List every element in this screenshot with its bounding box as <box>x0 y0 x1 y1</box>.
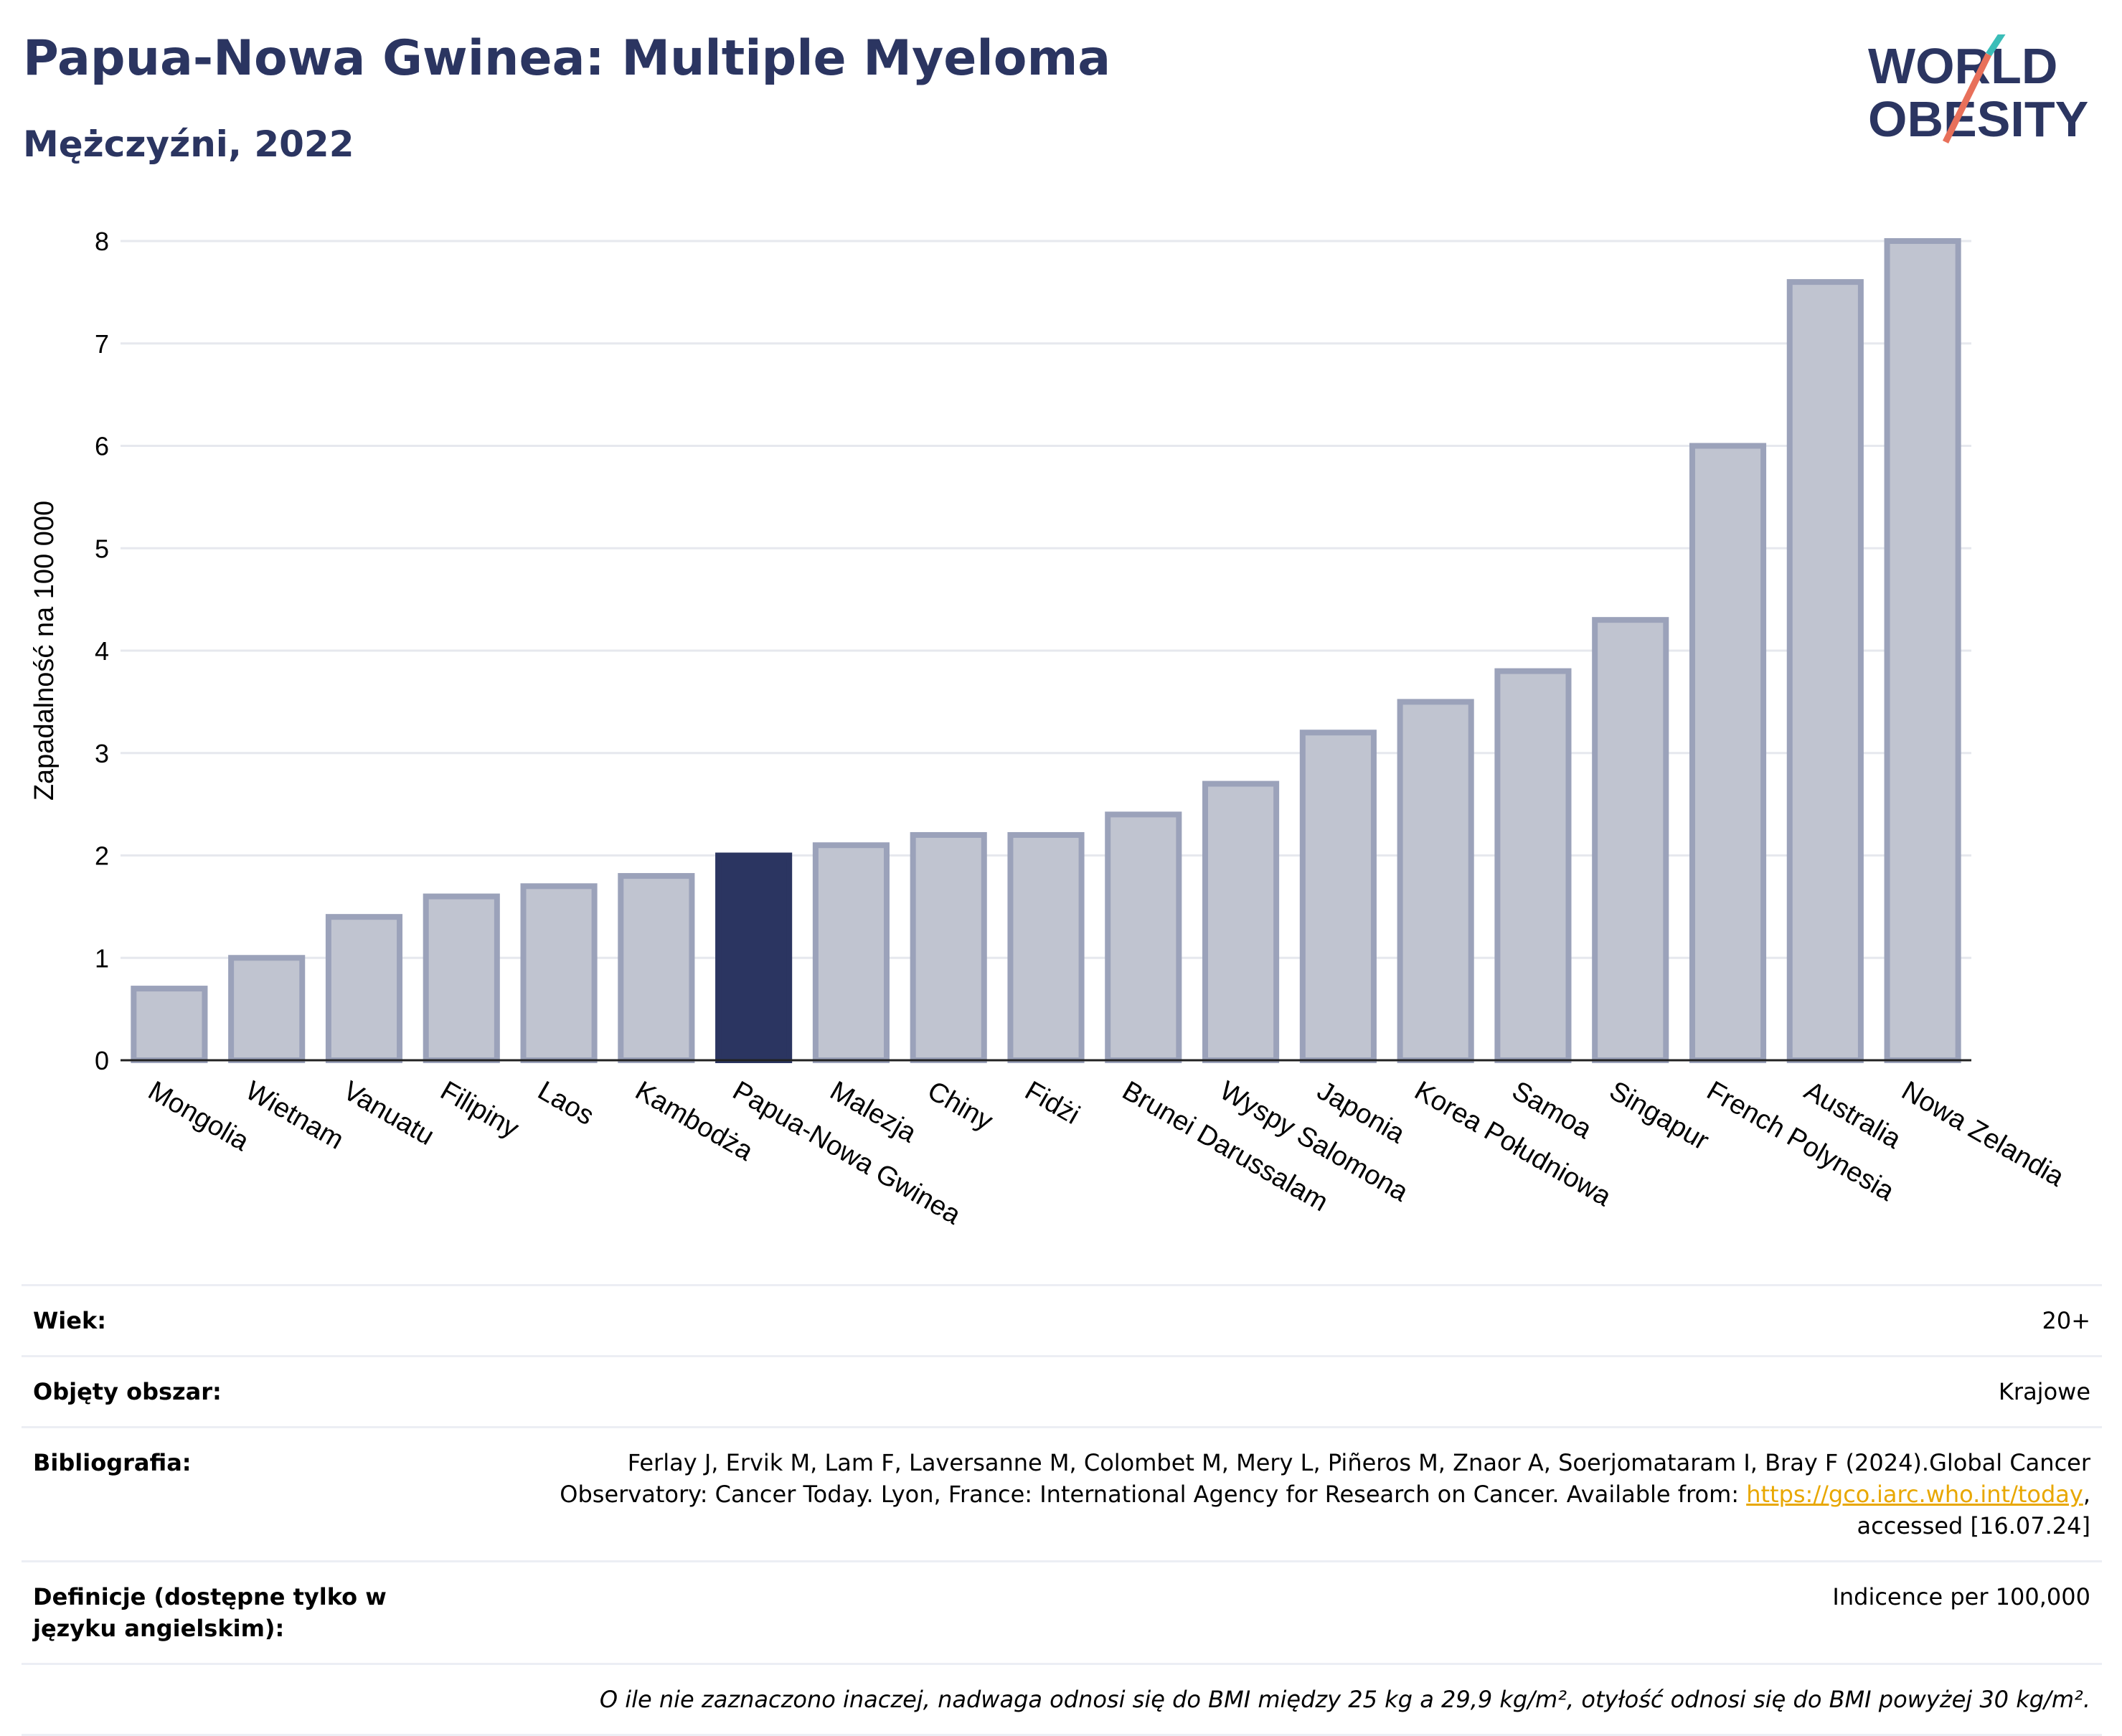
page-title: Papua-Nowa Gwinea: Multiple Myeloma <box>23 30 1111 87</box>
y-tick-label: 8 <box>95 227 109 256</box>
x-tick-label: Fidżi <box>1020 1075 1085 1130</box>
y-tick-label: 6 <box>95 432 109 461</box>
bar-french-polynesia[interactable] <box>1689 443 1767 1063</box>
bar-vanuatu[interactable] <box>325 914 403 1064</box>
bibliography-label: Bibliografia: <box>33 1449 192 1476</box>
logo-slash-coral <box>1942 53 1992 143</box>
bar-korea-południowa[interactable] <box>1397 699 1474 1063</box>
bar-nowa-zelandia[interactable] <box>1884 238 1961 1063</box>
world-obesity-logo: WORLD OBESITY <box>1868 34 2088 147</box>
definitions-value: Indicence per 100,000 <box>1832 1583 2090 1610</box>
x-tick-label: Nowa Zelandia <box>1897 1075 2070 1193</box>
info-row-definitions: Definicje (dostępne tylko w języku angie… <box>22 1562 2102 1665</box>
info-row-bibliography: Bibliografia: Ferlay J, Ervik M, Lam F, … <box>22 1428 2102 1562</box>
bar-wietnam[interactable] <box>228 955 306 1063</box>
bar-samoa[interactable] <box>1494 668 1572 1063</box>
y-tick-label: 2 <box>95 841 109 871</box>
definitions-label: Definicje (dostępne tylko w języku angie… <box>33 1583 387 1642</box>
bar-kambodża[interactable] <box>618 873 695 1064</box>
y-tick-label: 4 <box>95 636 109 666</box>
bar-australia[interactable] <box>1786 279 1864 1064</box>
age-label: Wiek: <box>33 1307 107 1334</box>
x-tick-label: Singapur <box>1604 1075 1714 1156</box>
y-tick-label: 3 <box>95 739 109 768</box>
bar-filipiny[interactable] <box>423 893 500 1063</box>
logo-slash-teal <box>1986 34 2006 57</box>
x-tick-label: Laos <box>533 1075 599 1131</box>
y-tick-label: 5 <box>95 534 109 563</box>
bar-papua-nowa-gwinea[interactable] <box>715 852 793 1063</box>
info-row-age: Wiek: 20+ <box>22 1286 2102 1357</box>
age-value: 20+ <box>2042 1307 2090 1334</box>
bar-mongolia[interactable] <box>131 986 208 1063</box>
bibliography-text-4: accessed [16.07.24] <box>1857 1512 2090 1539</box>
bar-chiny[interactable] <box>910 831 987 1063</box>
y-axis-label: Zapadalność na 100 000 <box>29 501 60 801</box>
y-tick-label: 1 <box>95 943 109 973</box>
bar-wyspy-salomona[interactable] <box>1202 780 1280 1063</box>
y-tick-labels: 0 1 2 3 4 5 6 7 8 <box>95 227 109 1075</box>
info-row-note: O ile nie zaznaczono inaczej, nadwaga od… <box>22 1665 2102 1736</box>
bibliography-value: Ferlay J, Ervik M, Lam F, Laversanne M, … <box>492 1447 2090 1542</box>
bar-singapur[interactable] <box>1592 617 1669 1063</box>
bibliography-text-2: Observatory: Cancer Today. Lyon, France:… <box>560 1481 1747 1508</box>
x-tick-label: Vanuatu <box>338 1075 439 1151</box>
x-tick-label: Wietnam <box>240 1075 349 1155</box>
logo-line1: WORLD <box>1868 38 2057 94</box>
logo-line2: OBESITY <box>1868 91 2088 147</box>
bar-fidżi[interactable] <box>1007 831 1085 1063</box>
info-row-area: Objęty obszar: Krajowe <box>22 1357 2102 1428</box>
area-label: Objęty obszar: <box>33 1378 222 1405</box>
info-table: Wiek: 20+ Objęty obszar: Krajowe Bibliog… <box>22 1284 2102 1736</box>
x-tick-label: Mongolia <box>143 1075 254 1157</box>
area-value: Krajowe <box>1998 1378 2090 1405</box>
bar-laos[interactable] <box>520 883 598 1063</box>
bibliography-text-1: Ferlay J, Ervik M, Lam F, Laversanne M, … <box>627 1449 2090 1476</box>
bibliography-text-3: , <box>2083 1481 2090 1508</box>
x-tick-label: Chiny <box>923 1075 998 1136</box>
bar-brunei-darussalam[interactable] <box>1105 811 1182 1064</box>
bibliography-link[interactable]: https://gco.iarc.who.int/today <box>1746 1481 2083 1508</box>
y-tick-label: 0 <box>95 1046 109 1075</box>
bar-malezja[interactable] <box>812 842 890 1063</box>
bar-japonia[interactable] <box>1299 730 1377 1063</box>
page-subtitle: Mężczyźni, 2022 <box>23 123 354 165</box>
y-tick-label: 7 <box>95 329 109 359</box>
bar-chart: 0 1 2 3 4 5 6 7 8 MongoliaWietnamVanuatuFilipiny… <box>29 227 2070 1231</box>
footnote: O ile nie zaznaczono inaczej, nadwaga od… <box>599 1686 2090 1713</box>
bars <box>121 238 1971 1064</box>
x-tick-label: Filipiny <box>435 1075 524 1143</box>
